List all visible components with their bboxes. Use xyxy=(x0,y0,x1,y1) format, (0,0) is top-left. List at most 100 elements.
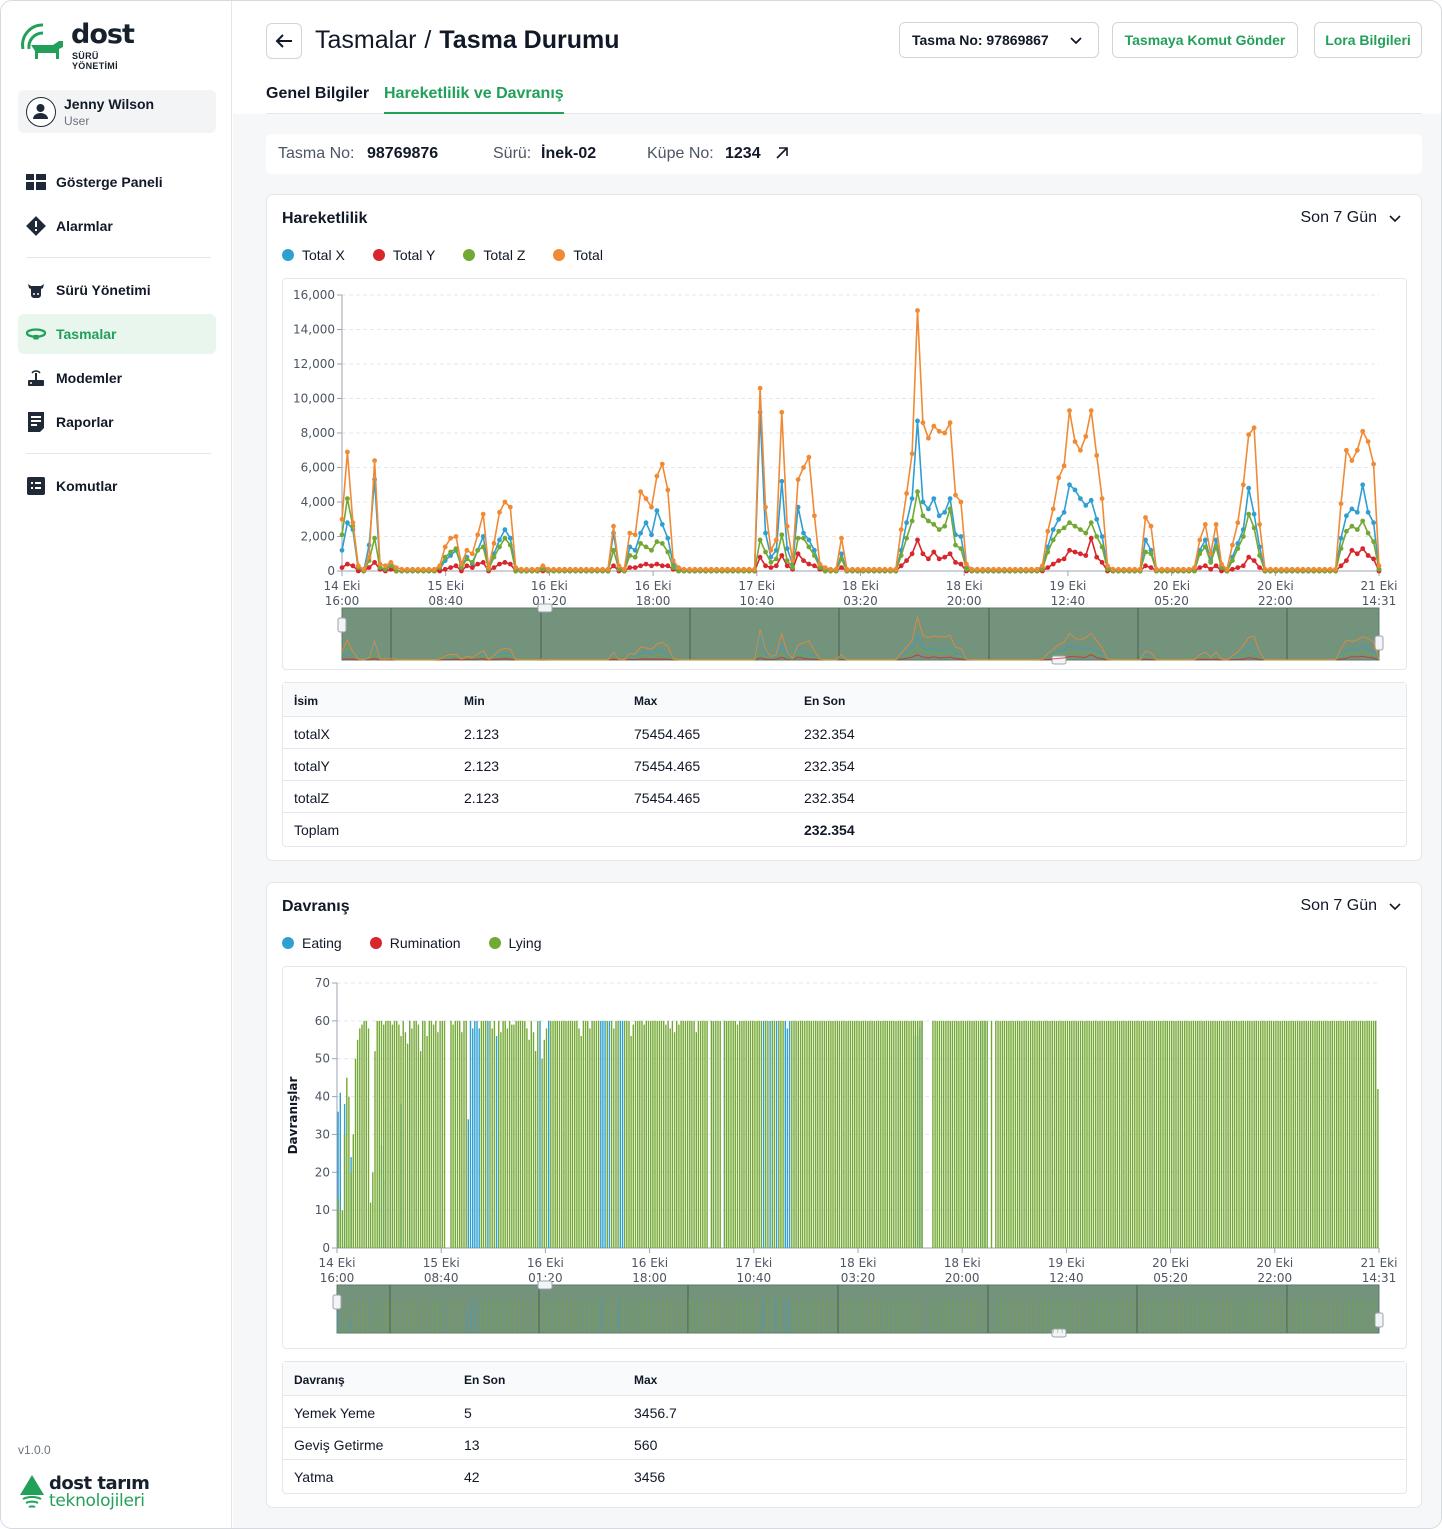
breadcrumb-parent[interactable]: Tasmalar xyxy=(315,26,417,54)
activity-range-select[interactable]: Son 7 Gün xyxy=(1301,209,1404,227)
data-point xyxy=(817,565,823,570)
legend-item[interactable]: Total xyxy=(553,247,603,263)
tab-general[interactable]: Genel Bilgiler xyxy=(266,85,370,102)
bar-lying xyxy=(971,1020,973,1248)
send-command-button[interactable]: Tasmaya Komut Gönder xyxy=(1112,22,1298,58)
data-point xyxy=(1230,558,1235,563)
tab-activity-behavior[interactable]: Hareketlilik ve Davranış xyxy=(384,85,564,114)
data-point xyxy=(1083,530,1089,536)
data-point xyxy=(507,542,513,548)
sidebar-item-reports[interactable]: Raporlar xyxy=(18,402,216,442)
bar-lying xyxy=(741,1020,743,1248)
bar-lying xyxy=(947,1020,949,1248)
data-point xyxy=(763,504,768,510)
sidebar-item-collars[interactable]: Tasmalar xyxy=(18,314,216,354)
bar-lying xyxy=(1279,1020,1281,1248)
x-tick-label: 17 Eki xyxy=(738,579,775,593)
behavior-chart[interactable]: 0 10 20 30 40 50 60 70 14 Eki 16:00 15 Eki 08:40 16 … xyxy=(282,966,1407,1349)
sidebar-item-alarms[interactable]: Alarmlar xyxy=(18,206,216,246)
bar-lying xyxy=(888,1020,891,1248)
legend-item[interactable]: Eating xyxy=(282,935,342,951)
bar-lying xyxy=(424,1020,426,1248)
activity-line-chart[interactable]: 0 2,000 4,000 6,000 8,000 10,000 12,000 14,000 1… xyxy=(283,279,1407,670)
legend-item[interactable]: Total Y xyxy=(372,247,435,263)
bar-lying xyxy=(1218,1020,1221,1248)
legend-item[interactable]: Rumination xyxy=(369,935,461,951)
data-point xyxy=(1137,566,1143,572)
data-point xyxy=(1371,539,1376,545)
bar-lying xyxy=(383,1024,385,1248)
legend-item[interactable]: Lying xyxy=(488,935,541,951)
user-card[interactable]: Jenny Wilson User xyxy=(18,90,216,133)
data-point xyxy=(790,558,795,563)
collar-select[interactable]: Tasma No: 97869867 xyxy=(899,22,1099,58)
bar-lying xyxy=(521,1020,524,1248)
sidebar-item-modems[interactable]: Modemler xyxy=(18,358,216,398)
legend-item[interactable]: Total Z xyxy=(463,247,525,263)
ear-tag-value[interactable]: 1234 xyxy=(725,145,761,162)
bar-lying xyxy=(806,1020,808,1248)
x-tick-label: 08:40 xyxy=(424,1271,459,1285)
data-point xyxy=(1300,566,1306,572)
bar-lying xyxy=(1118,1020,1121,1248)
sidebar-item-commands[interactable]: Komutlar xyxy=(18,466,216,506)
app-logo[interactable]: dost SÜRÜ YÖNETİMİ xyxy=(17,17,147,71)
data-point xyxy=(448,535,453,541)
bar-lying xyxy=(545,1028,548,1248)
data-point xyxy=(741,566,747,572)
bar-lying xyxy=(1060,1020,1062,1248)
sidebar-item-herd[interactable]: Sürü Yönetimi xyxy=(18,270,216,310)
lora-info-button[interactable]: Lora Bilgileri xyxy=(1314,22,1422,58)
bar-lying xyxy=(541,1058,543,1248)
data-point xyxy=(1349,523,1355,529)
data-point xyxy=(421,566,426,572)
data-point xyxy=(649,504,654,510)
table-cell: 2.123 xyxy=(464,790,500,806)
bar-lying xyxy=(1116,1020,1119,1248)
y-tick-label: 0 xyxy=(327,564,335,578)
data-point xyxy=(464,556,470,562)
bar-lying xyxy=(1325,1020,1327,1248)
bar-lying xyxy=(1197,1020,1199,1248)
data-point xyxy=(1251,525,1257,531)
data-point xyxy=(806,537,812,543)
activity-chart[interactable]: 0 2,000 4,000 6,000 8,000 10,000 12,000 14,000 1… xyxy=(282,278,1407,670)
behavior-range-select[interactable]: Son 7 Gün xyxy=(1301,897,1404,915)
bar-lying xyxy=(962,1020,964,1248)
bar-lying xyxy=(932,1020,934,1248)
bar-lying xyxy=(615,1020,617,1248)
bar-eating xyxy=(539,1020,541,1248)
data-point xyxy=(779,532,785,538)
data-point xyxy=(1230,566,1235,572)
bar-lying xyxy=(704,1020,706,1248)
legend-item[interactable]: Total X xyxy=(282,247,345,263)
bar-lying xyxy=(680,1020,682,1248)
bar-lying xyxy=(834,1020,836,1248)
data-point xyxy=(735,566,741,572)
bar-lying xyxy=(778,1020,780,1248)
data-point xyxy=(611,563,616,569)
data-point xyxy=(1257,565,1262,570)
data-point xyxy=(1338,535,1344,541)
data-point xyxy=(1148,565,1154,570)
data-point xyxy=(355,568,361,574)
data-point xyxy=(594,566,600,572)
bar-lying xyxy=(1333,1020,1336,1248)
bar-lying xyxy=(356,1039,359,1248)
external-link-icon[interactable] xyxy=(774,145,790,161)
bar-lying xyxy=(1171,1020,1173,1248)
data-point xyxy=(659,522,665,527)
data-point xyxy=(1202,544,1208,550)
bar-lying xyxy=(339,1210,341,1248)
x-tick-label: 18 Eki xyxy=(944,1256,981,1270)
data-point xyxy=(964,566,969,572)
bar-lying xyxy=(1264,1020,1266,1248)
back-button[interactable] xyxy=(266,23,302,59)
sidebar-item-dashboard[interactable]: Gösterge Paneli xyxy=(18,162,216,202)
table-header-row: Davranış En Son Max xyxy=(283,1362,1406,1396)
data-point xyxy=(502,499,508,505)
data-point xyxy=(345,449,350,455)
bar-lying xyxy=(1047,1020,1049,1248)
data-point xyxy=(958,534,964,539)
